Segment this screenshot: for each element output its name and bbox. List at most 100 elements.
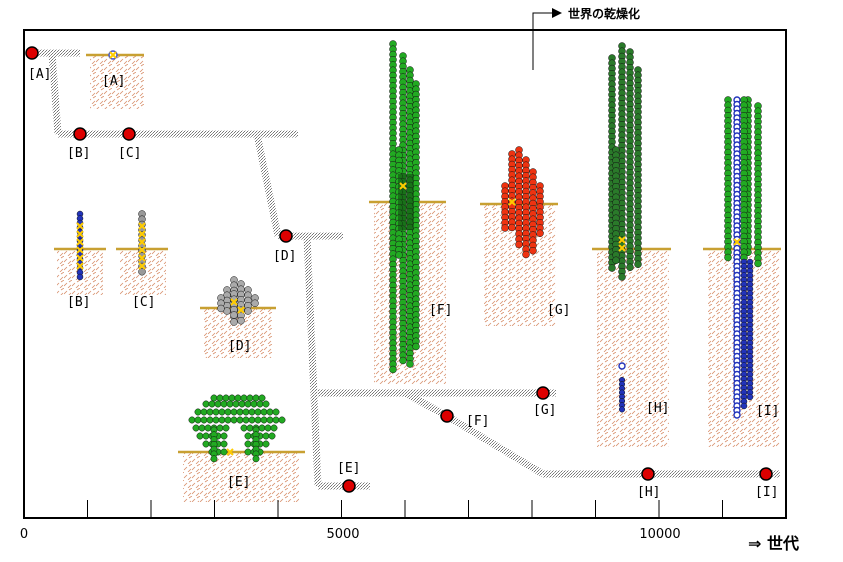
node-label-b: [B] (67, 146, 90, 161)
organism-b-marker (76, 254, 84, 262)
node-label-f: [F] (466, 414, 489, 429)
organism-c-marker (138, 238, 146, 246)
organism-f-column (389, 40, 397, 374)
node-label-i: [I] (755, 485, 778, 500)
organism-d-column (251, 294, 259, 307)
panel-label-h: [H] (646, 401, 669, 416)
organism-b-marker (76, 230, 84, 238)
x-axis-tick-labels: 0 5000 10000 (20, 527, 681, 542)
organism-d-column (223, 286, 231, 315)
organism-h-seed (618, 362, 626, 370)
organism-h-column (618, 42, 626, 281)
node-marker-f (440, 409, 454, 423)
node-marker-i (759, 467, 773, 481)
lineage-nodes (25, 46, 773, 493)
panel-label-g: [G] (547, 303, 570, 318)
organism-g-column (501, 182, 509, 232)
organism-i-green (754, 102, 762, 268)
organism-h-marker (618, 244, 626, 252)
organism-g-column (522, 156, 530, 259)
organism-b-marker (76, 246, 84, 254)
organism-i-blue (733, 96, 741, 419)
organism-d-marker (230, 298, 238, 306)
node-label-h: [H] (637, 485, 660, 500)
organism-h-column (612, 146, 620, 264)
node-label-g: [G] (533, 403, 556, 418)
organism-i-green (740, 96, 748, 262)
node-label-d: [D] (273, 249, 296, 264)
organism-f-marker (399, 182, 407, 190)
organism-i-blue-solid (746, 258, 754, 401)
organism-g-column (529, 168, 537, 255)
organism-i-marker (733, 238, 741, 246)
organism-g-column (515, 146, 523, 249)
organism-i-green (724, 96, 732, 262)
organism-e-row (192, 424, 278, 432)
organism-h-column (626, 48, 634, 271)
organism-h-column (634, 66, 642, 268)
panel-labels: [A] [B] [C] [D] [E] [F] [G] [H] [I] (67, 74, 779, 490)
organism-d-marker (237, 306, 245, 314)
organism-b-marker (76, 222, 84, 230)
organism-e-row (196, 432, 276, 440)
organism-c-marker (138, 246, 146, 254)
panel-h-soil (597, 249, 669, 447)
node-marker-b (73, 127, 87, 141)
organism-c-marker (138, 262, 146, 270)
organism-c-marker (138, 230, 146, 238)
panel-label-c: [C] (132, 295, 155, 310)
organism-h-marker (618, 236, 626, 244)
drying-annotation: 世界の乾燥化 (532, 6, 640, 70)
organism-g-marker (508, 198, 516, 206)
node-marker-d (279, 229, 293, 243)
tick-label-10000: 10000 (639, 527, 680, 542)
node-marker-e (342, 479, 356, 493)
organism-d-column (217, 294, 225, 313)
snapshot-panels (54, 53, 781, 502)
panel-e-soil (183, 452, 299, 502)
panel-label-d: [D] (228, 339, 251, 354)
organisms (76, 40, 762, 463)
organism-e-row (210, 394, 266, 402)
organism-h-blue (618, 376, 626, 413)
organism-e-stem (252, 426, 260, 463)
organism-c-marker (138, 254, 146, 262)
organism-g-column (508, 150, 516, 232)
organism-g-column (536, 182, 544, 237)
panel-a-soil (90, 55, 144, 109)
organism-b-marker (76, 238, 84, 246)
node-label-a: [A] (28, 67, 51, 82)
organism-e-row (194, 408, 280, 416)
organism-c-marker (138, 222, 146, 230)
tick-label-0: 0 (20, 527, 28, 542)
node-labels: [A] [B] [C] [D] [E] [F] [G] [H] [I] (28, 67, 778, 500)
panel-label-f: [F] (429, 303, 452, 318)
organism-e-marker (226, 448, 234, 456)
x-axis-ticks (23, 500, 787, 518)
panel-label-b: [B] (67, 295, 90, 310)
node-marker-a (25, 46, 39, 60)
panel-label-i: [I] (756, 404, 779, 419)
organism-b-marker (76, 262, 84, 270)
organism-i-blue-solid (740, 258, 748, 410)
organism-d-column (244, 286, 252, 315)
node-marker-g (536, 386, 550, 400)
node-marker-c (122, 127, 136, 141)
lineage-branches (32, 49, 780, 490)
axis-caption-generation: ⇒ 世代 (748, 534, 799, 553)
organism-e-row (188, 416, 286, 424)
node-label-e: [E] (337, 461, 360, 476)
node-label-c: [C] (118, 146, 141, 161)
organism-e-row (202, 400, 270, 408)
organism-f-core (398, 174, 414, 230)
organism-f-column (412, 80, 420, 351)
organism-a-seed-mark (109, 51, 117, 59)
drying-annotation-text: 世界の乾燥化 (568, 6, 640, 21)
tick-label-5000: 5000 (326, 527, 359, 542)
panel-label-a: [A] (102, 74, 125, 89)
organism-d-column (237, 280, 245, 325)
node-marker-h (641, 467, 655, 481)
panel-label-e: [E] (227, 475, 250, 490)
organism-e-stem (210, 426, 218, 463)
